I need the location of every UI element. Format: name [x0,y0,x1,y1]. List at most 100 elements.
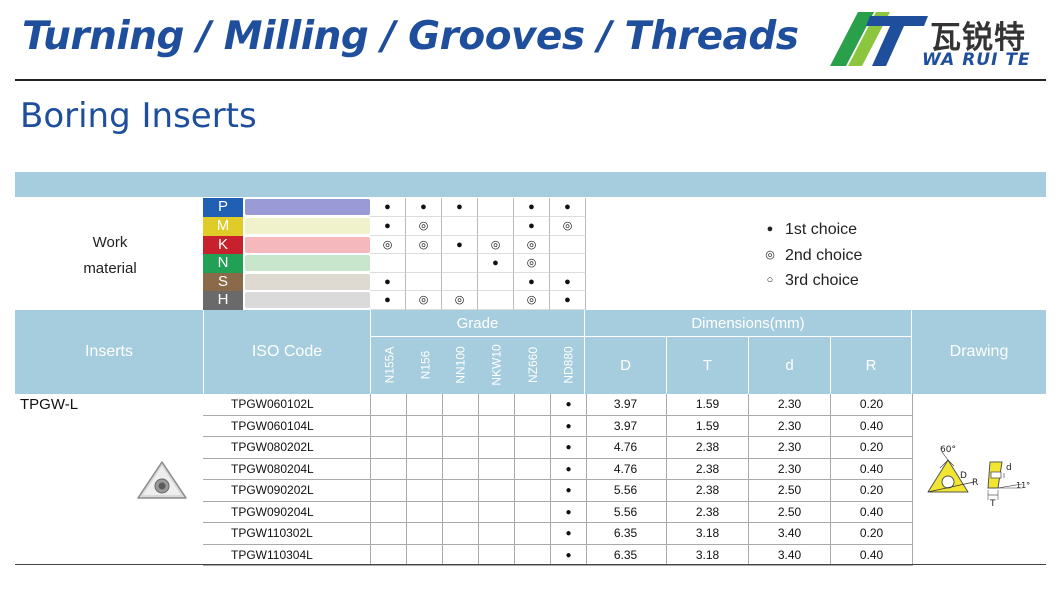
dimension-cell-t: 1.59 [667,394,749,416]
grade-cell [443,523,479,545]
grade-matrix-cell: ● [514,217,550,236]
iso-code-cell: TPGW060102L [203,394,371,416]
grade-cell [479,437,515,459]
grade-matrix-cell [478,217,514,236]
grade-cell [371,437,407,459]
grade-matrix-cell: ● [370,217,406,236]
dimension-cell-t: 2.38 [667,480,749,502]
grade-matrix-cell: ● [442,235,478,254]
grade-cell [443,394,479,416]
grade-cell [515,544,551,566]
grade-cell [371,501,407,523]
grade-cell [479,458,515,480]
grade-cell [515,394,551,416]
first-choice-icon: ● [766,223,774,235]
grade-col-n155a: N155A [371,337,407,393]
grade-cell [479,501,515,523]
grade-cell: ● [551,501,587,523]
dimension-cell-t: 1.59 [667,415,749,437]
grade-matrix-cell: ◎ [514,291,550,310]
drawing-D-label: D [960,471,967,481]
dimension-cell-d: 4.76 [585,437,667,459]
grade-col-n156: N156 [407,337,443,393]
choice-legend: ● 1st choice ◎ 2nd choice ○ 3rd choice [765,217,862,294]
grade-cell [479,480,515,502]
work-material-label: Work material [60,230,160,282]
table-row: TPGW110304L ● 6.35 3.18 3.40 0.40 [203,544,913,566]
table-bottom-rule [15,564,1046,565]
grade-matrix-cell: ◎ [442,291,478,310]
material-letter-s: S [203,272,243,291]
grade-cell [407,523,443,545]
dimension-cell-d: 2.50 [749,501,831,523]
grade-name: NKW10 [490,344,504,386]
grade-matrix-cell: ◎ [406,217,442,236]
iso-code-cell: TPGW060104L [203,415,371,437]
legend-label: 1st choice [785,221,858,238]
table-row: TPGW060104L ● 3.97 1.59 2.30 0.40 [203,415,913,437]
grade-cell [443,480,479,502]
grade-cell [443,415,479,437]
grade-name: ND880 [562,346,577,384]
drawing-clearance-label: 11° [1016,481,1030,490]
material-row-n: N [203,254,370,273]
grade-cell [407,415,443,437]
dimension-cell-t: 2.38 [667,501,749,523]
dim-col-d-upper: D [585,337,666,394]
grade-col-nd880: ND880 [551,337,587,393]
material-bar-m [245,218,370,234]
table-row: TPGW090204L ● 5.56 2.38 2.50 0.40 [203,501,913,523]
dim-col-t: T [667,337,748,394]
insert-photo-icon [137,461,187,499]
dimension-cell-d: 5.56 [585,480,667,502]
grade-cell [515,415,551,437]
grade-matrix-cell: ● [514,272,550,291]
grade-matrix-cell [406,272,442,291]
grade-col-nkw10: NKW10 [479,337,515,393]
grade-matrix-cell [478,198,514,217]
insert-drawing-icon: 60° D R T d 11° [927,445,1030,509]
grade-cell [407,501,443,523]
grade-cell [515,523,551,545]
material-row-h: H [203,291,370,310]
grade-cell [407,458,443,480]
dimension-cell-t: 2.38 [667,437,749,459]
material-bar-n [245,255,370,271]
dimension-cell-d: 3.97 [585,394,667,416]
legend-label: 2nd choice [785,246,863,264]
iso-code-cell: TPGW110304L [203,544,371,566]
material-bar-h [245,292,370,308]
work-material-label-line1: Work [92,234,128,251]
grade-cell [371,523,407,545]
material-letter-m: M [203,217,243,236]
grade-matrix-cell: ● [550,198,586,217]
logo-mark-icon [830,12,928,66]
grade-cell: ● [551,394,587,416]
grade-col-nz660: NZ660 [515,337,551,393]
dimension-cell-t: 3.18 [667,523,749,545]
material-row-p: P [203,198,370,217]
grade-name: NZ660 [526,346,540,384]
header-dimensions: Dimensions(mm) [585,310,911,336]
grade-cell [371,480,407,502]
table-row: TPGW110302L ● 6.35 3.18 3.40 0.20 [203,523,913,545]
grade-cell: ● [551,458,587,480]
insert-name: TPGW-L [20,396,79,413]
grade-cell [371,458,407,480]
second-choice-icon: ◎ [765,248,775,261]
dimension-cell-t: 3.18 [667,544,749,566]
grade-matrix-cell [478,291,514,310]
grade-matrix-cell: ◎ [478,235,514,254]
grade-matrix-cell: ● [442,198,478,217]
material-row-k: K [203,235,370,254]
grade-cell: ● [551,480,587,502]
grade-matrix-cell [442,217,478,236]
material-letter-p: P [203,198,243,217]
grade-matrix-cell: ● [514,198,550,217]
header-iso-code: ISO Code [204,310,370,394]
grade-matrix-cell: ● [406,198,442,217]
material-bar-p [245,199,370,215]
drawing-d-label: d [1006,463,1012,473]
grade-matrix-cell [442,272,478,291]
iso-code-cell: TPGW110302L [203,523,371,545]
